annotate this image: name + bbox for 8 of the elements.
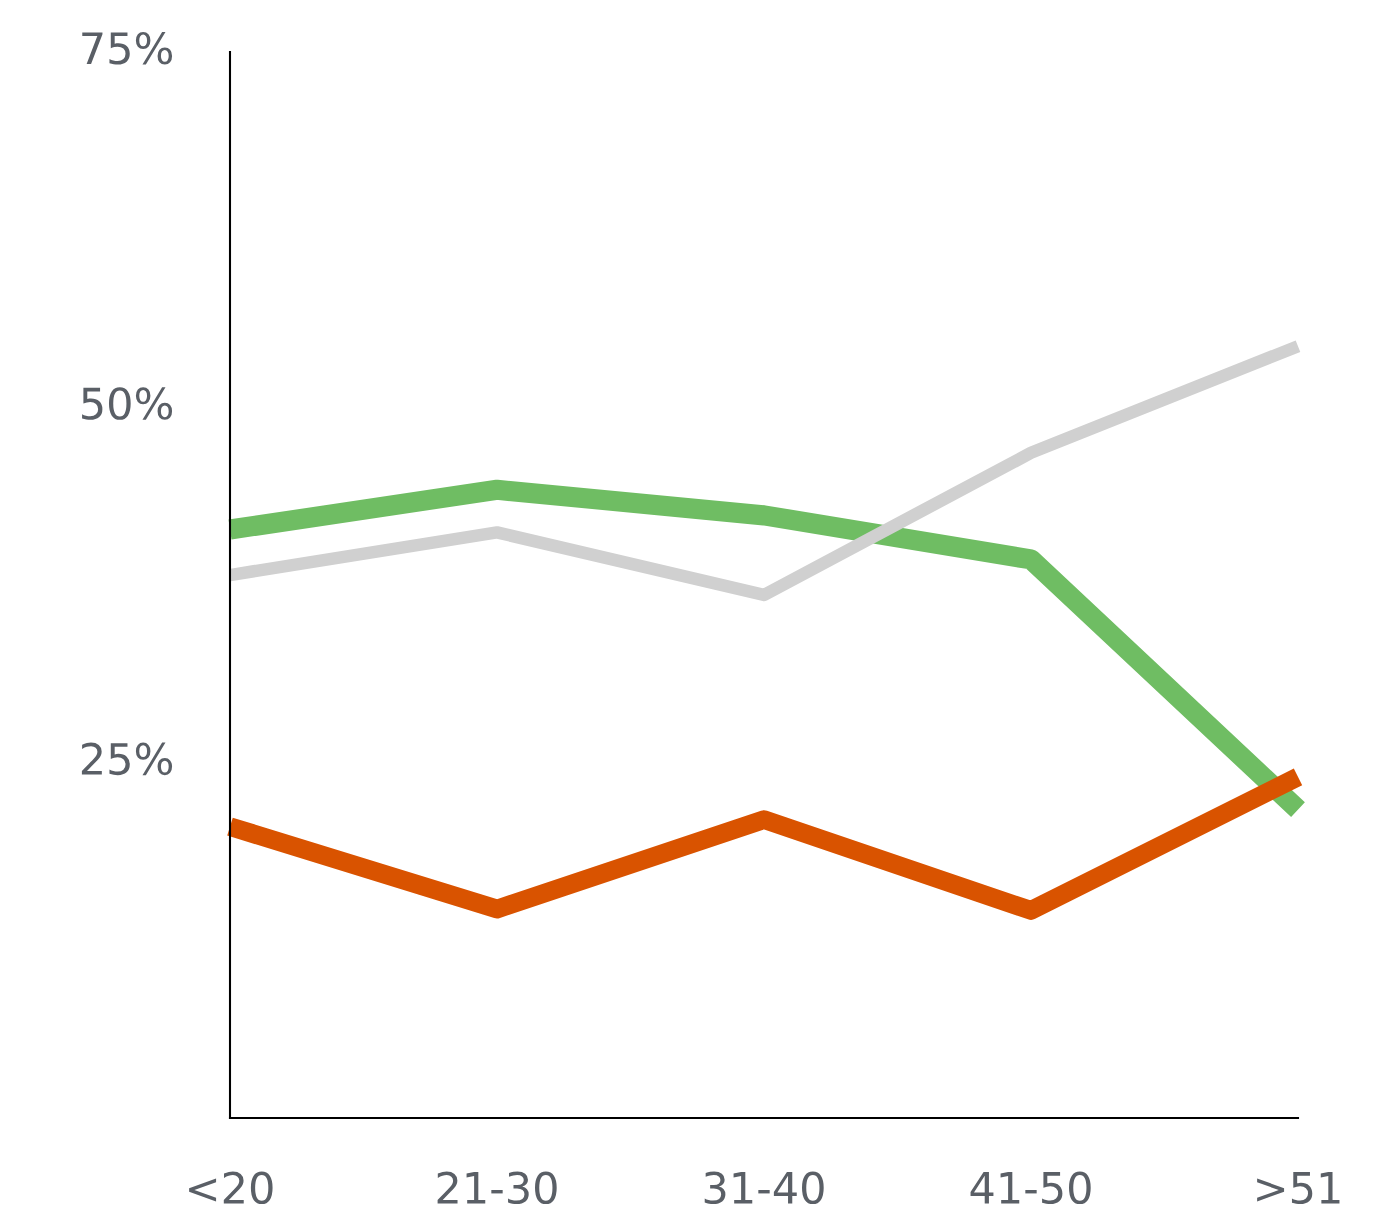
x-tick-label: >51 [1257, 1172, 1340, 1205]
x-tick-label: <20 [189, 1171, 273, 1205]
y-tick-label: 25% [81, 742, 173, 776]
x-tick-label: 41-50 [970, 1171, 1091, 1205]
y-tick-label: 75% [82, 31, 173, 65]
y-tick-label: 50% [82, 387, 173, 420]
x-tick-label: 21-30 [437, 1171, 557, 1205]
x-tick-label: 31-40 [704, 1171, 824, 1205]
